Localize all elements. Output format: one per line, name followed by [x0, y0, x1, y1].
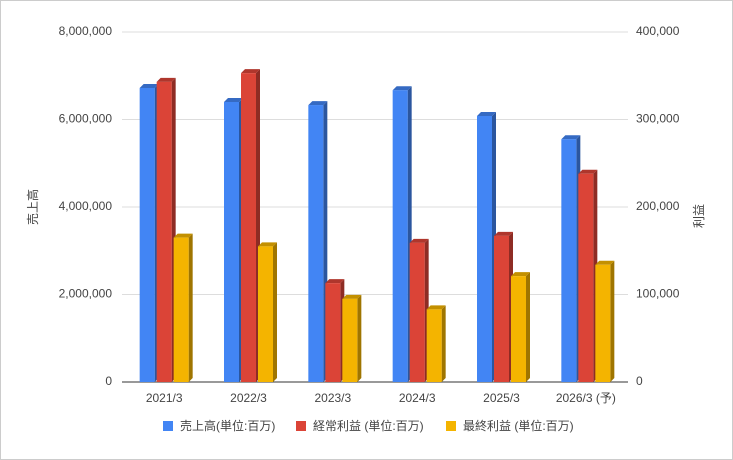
bar — [511, 276, 526, 382]
legend-swatch — [296, 421, 306, 431]
bar-top — [325, 279, 345, 284]
bar-top — [308, 101, 328, 106]
y2-axis-title: 利益 — [692, 204, 706, 228]
bar — [241, 73, 256, 382]
bar-top — [426, 305, 446, 310]
bar — [258, 246, 273, 382]
bar-side — [357, 294, 362, 382]
x-tick-label: 2023/3 — [314, 391, 351, 405]
bar-top — [342, 294, 362, 299]
bar-side — [188, 233, 193, 382]
legend-swatch — [446, 421, 456, 431]
bar — [224, 102, 239, 382]
bar — [156, 81, 172, 382]
bar-side — [273, 242, 277, 382]
y2-tick-label: 100,000 — [636, 287, 680, 301]
bar-side — [441, 305, 446, 382]
y-tick-label: 4,000,000 — [59, 199, 113, 213]
bar — [494, 235, 509, 382]
bar-top — [409, 238, 429, 243]
x-tick-label: 2024/3 — [399, 391, 436, 405]
bar — [139, 88, 155, 382]
bar-top — [578, 169, 598, 174]
bar-top — [241, 69, 260, 74]
bar-top — [561, 135, 581, 140]
bar — [578, 173, 594, 382]
y-tick-label: 6,000,000 — [59, 112, 113, 126]
bar-top — [258, 242, 277, 247]
bar — [173, 237, 189, 382]
bar-top — [173, 233, 193, 238]
y-axis-title: 売上高 — [25, 189, 40, 225]
bar-side — [526, 272, 530, 382]
bar-top — [511, 272, 530, 277]
bar-top — [494, 231, 513, 236]
legend-label: 最終利益 (単位:百万) — [463, 418, 574, 433]
bar — [342, 298, 358, 382]
y2-tick-label: 200,000 — [636, 199, 680, 213]
bar — [308, 105, 324, 382]
y2-tick-label: 0 — [636, 374, 643, 388]
bar — [477, 116, 492, 382]
bar-top — [156, 77, 176, 82]
x-tick-label: 2025/3 — [483, 391, 520, 405]
x-tick-label: 2022/3 — [230, 391, 267, 405]
bar — [392, 90, 408, 382]
bar — [409, 242, 425, 382]
legend-label: 経常利益 (単位:百万) — [313, 418, 424, 433]
bar-top — [477, 112, 496, 116]
y-tick-label: 2,000,000 — [59, 287, 113, 301]
bar-top — [392, 86, 412, 91]
bar — [561, 139, 577, 382]
y2-tick-label: 400,000 — [636, 24, 680, 38]
y2-tick-label: 300,000 — [636, 112, 680, 126]
x-tick-label: 2026/3 (予) — [556, 391, 616, 405]
legend-swatch — [163, 421, 173, 431]
bar-top — [595, 260, 615, 265]
bar-top — [139, 84, 159, 88]
legend-label: 売上高(単位:百万) — [180, 418, 275, 433]
y-tick-label: 8,000,000 — [59, 24, 113, 38]
bar — [426, 309, 442, 382]
y-tick-label: 0 — [105, 374, 112, 388]
bar — [325, 283, 341, 382]
bar-top — [224, 98, 243, 102]
bar-side — [610, 260, 615, 382]
bar — [595, 264, 611, 382]
x-tick-label: 2021/3 — [146, 391, 183, 405]
